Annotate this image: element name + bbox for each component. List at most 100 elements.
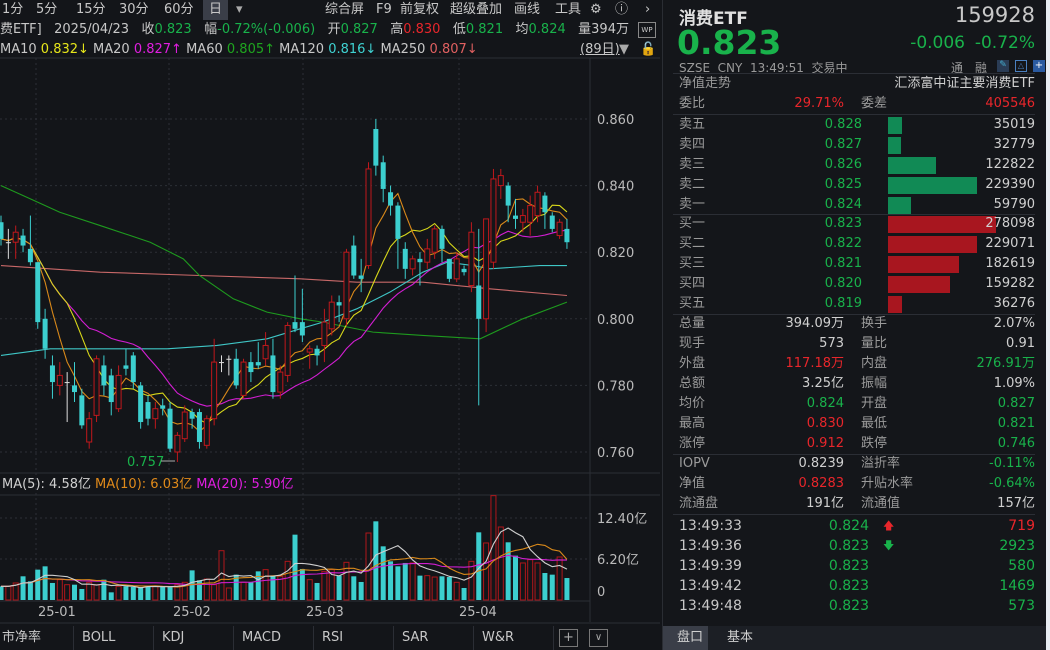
stat-label: 量比 (861, 336, 888, 351)
sells-row[interactable]: 卖一 0.824 59790 (679, 195, 1035, 215)
tick-row: 13:49:36 0.823 🡇 2923 (679, 536, 1035, 556)
low-value: 0.821 (465, 22, 504, 37)
buys-row[interactable]: 买二 0.822 229071 (679, 234, 1035, 254)
days-range[interactable]: (89日) (580, 42, 620, 57)
volume-bar (101, 579, 107, 600)
level-label: 买五 (679, 296, 706, 311)
volume-bar (211, 584, 218, 601)
edit-icon[interactable]: ✎ (997, 60, 1009, 72)
volume-bar (292, 534, 298, 600)
candle-body (262, 344, 269, 360)
stat-label: 换手 (861, 316, 888, 331)
low-label: 低 (452, 22, 466, 37)
settings-gear-icon[interactable]: ⚙ (590, 2, 602, 17)
volume-bar (306, 579, 313, 601)
tool-menu-item[interactable]: 工具 (555, 2, 582, 17)
volume-bar (123, 586, 129, 600)
stat-value: 157亿 (997, 496, 1035, 511)
alert-bell-icon[interactable]: △ (1015, 60, 1027, 72)
depth-bar (888, 216, 996, 233)
stat-label: 现手 (679, 336, 706, 351)
tick-volume: 580 (1008, 558, 1035, 574)
tick-volume: 2923 (999, 538, 1035, 554)
candle-body (373, 128, 379, 166)
lock-icon[interactable]: 🔓 (640, 42, 657, 57)
stat-row: 现手 573 量比 0.91 (679, 334, 1035, 354)
stat-label: 流通盘 (679, 496, 719, 511)
avg-value: 0.824 (528, 22, 566, 37)
indicator-tab[interactable]: BOLL (74, 626, 154, 650)
level-price: 0.822 (824, 236, 862, 251)
tick-time: 13:49:33 (679, 518, 742, 534)
indicator-tab[interactable]: W&R (474, 626, 554, 650)
volume-bar (446, 577, 452, 600)
tick-time: 13:49:42 (679, 578, 742, 594)
triangle-down-icon[interactable]: ▼ (619, 42, 629, 57)
period-4[interactable]: 60分 (164, 2, 194, 17)
indicator-tab[interactable]: RSI (314, 626, 394, 650)
tool-menu-item[interactable]: 综合屏 (325, 2, 365, 17)
volume-tick-label: 6.20亿 (597, 553, 639, 568)
candle-body (233, 358, 239, 386)
period-0[interactable]: 1分 (2, 2, 24, 17)
arrow-up-icon: 🡅 (883, 519, 895, 532)
period-1[interactable]: 5分 (36, 2, 58, 17)
sells-row[interactable]: 卖二 0.825 229390 (679, 175, 1035, 195)
nav-trend-link[interactable]: 净值走势 (679, 76, 732, 91)
period-2[interactable]: 15分 (76, 2, 106, 17)
volume-bar (336, 575, 342, 600)
help-icon[interactable]: ⓘ (615, 2, 629, 17)
indicator-tab[interactable]: KDJ (154, 626, 234, 650)
add-watchlist-icon[interactable]: + (1033, 60, 1045, 72)
weicha-label: 委差 (861, 96, 888, 111)
buys-row[interactable]: 买五 0.819 36276 (679, 294, 1035, 314)
tool-menu-item[interactable]: 前复权 (400, 2, 440, 17)
candle-body (556, 221, 563, 237)
period-dropdown-icon[interactable]: ▾ (236, 2, 243, 17)
level-qty: 229390 (985, 177, 1035, 192)
buys-row[interactable]: 买一 0.823 278098 (679, 214, 1035, 234)
candle-body (513, 215, 518, 219)
indicator-tab[interactable]: MACD (234, 626, 314, 650)
depth-bar (888, 296, 903, 313)
tick-volume: 1469 (999, 578, 1035, 594)
candle-body (130, 355, 136, 383)
volume-ma5-line (1, 527, 568, 589)
candle-body (115, 374, 122, 410)
buys-row[interactable]: 买四 0.820 159282 (679, 274, 1035, 294)
stat-value: 0.8239 (798, 456, 845, 471)
volume-bar (64, 584, 71, 601)
panel-tab[interactable]: 盘口 (663, 626, 708, 650)
open-value: 0.827 (340, 22, 378, 37)
panel-tab[interactable]: 基本 (727, 630, 754, 645)
tool-menu-item[interactable]: 超级叠加 (450, 2, 503, 17)
tool-menu-item[interactable]: F9 (376, 2, 392, 17)
volume-bar (248, 582, 254, 600)
volume-bar (527, 559, 534, 601)
indicator-tab[interactable]: 市净率 (0, 626, 74, 650)
sells-row[interactable]: 卖三 0.826 122822 (679, 155, 1035, 175)
volume-bar (240, 581, 247, 601)
candle-body (93, 358, 100, 416)
level-label: 卖五 (679, 117, 706, 132)
stat-value: 0.824 (806, 396, 844, 411)
volume-ma20-line (1, 554, 567, 587)
candle-body (49, 365, 55, 383)
level-price: 0.824 (824, 197, 862, 212)
sells-row[interactable]: 卖四 0.827 32779 (679, 135, 1035, 155)
sells-row[interactable]: 卖五 0.828 35019 (679, 115, 1035, 135)
kline-chart[interactable]: 0.860 0.840 0.820 0.800 0.780 0.760 25-01 25-02… (0, 0, 660, 650)
period-3[interactable]: 30分 (119, 2, 149, 17)
indicator-tab[interactable]: SAR (394, 626, 474, 650)
tool-menu-item[interactable]: 画线 (514, 2, 541, 17)
stat-label: 总量 (679, 316, 706, 331)
volume-ma-label: MA(5): 4.58亿 (2, 477, 91, 492)
volume-bar (513, 555, 518, 600)
period-5[interactable]: 日 (203, 0, 229, 20)
chevron-right-icon[interactable]: › (645, 2, 651, 17)
chevron-down-icon[interactable]: ∨ (589, 629, 608, 647)
wp-icon[interactable]: WP (638, 22, 656, 38)
price-tick-label: 0.860 (597, 113, 634, 128)
add-indicator-icon[interactable]: + (559, 629, 578, 647)
buys-row[interactable]: 买三 0.821 182619 (679, 254, 1035, 274)
